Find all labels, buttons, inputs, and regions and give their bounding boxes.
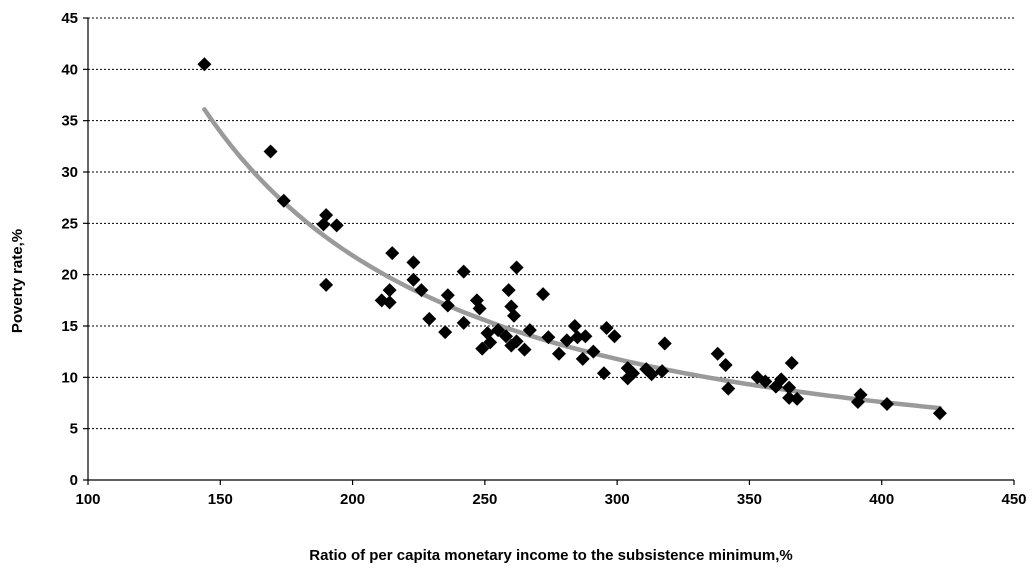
data-points bbox=[197, 57, 947, 421]
data-point bbox=[456, 315, 471, 330]
data-point bbox=[578, 329, 593, 344]
x-tick-label: 100 bbox=[75, 491, 100, 508]
data-point bbox=[440, 298, 455, 313]
data-point bbox=[499, 329, 514, 344]
x-tick-label: 400 bbox=[869, 491, 894, 508]
data-point bbox=[456, 264, 471, 279]
data-point bbox=[276, 193, 291, 208]
y-tick-label: 25 bbox=[61, 215, 78, 232]
x-tick-label: 350 bbox=[737, 491, 762, 508]
y-tick-label: 40 bbox=[61, 61, 78, 78]
data-point bbox=[932, 406, 947, 421]
data-point bbox=[422, 311, 437, 326]
data-point bbox=[758, 374, 773, 389]
data-point bbox=[475, 341, 490, 356]
data-point bbox=[509, 334, 524, 349]
x-tick-label: 150 bbox=[208, 491, 233, 508]
data-point bbox=[483, 335, 498, 350]
data-point bbox=[575, 351, 590, 366]
y-tick-label: 30 bbox=[61, 164, 78, 181]
data-point bbox=[414, 283, 429, 298]
data-point bbox=[626, 366, 641, 381]
data-point bbox=[316, 217, 331, 232]
data-point bbox=[644, 367, 659, 382]
y-tick-label: 10 bbox=[61, 369, 78, 386]
data-point bbox=[596, 366, 611, 381]
data-point bbox=[718, 358, 733, 373]
data-point bbox=[710, 346, 725, 361]
data-point bbox=[721, 381, 736, 396]
y-tick-label: 45 bbox=[61, 10, 78, 27]
data-point bbox=[501, 283, 516, 298]
data-point bbox=[406, 255, 421, 270]
data-point bbox=[491, 323, 506, 338]
data-point bbox=[319, 277, 334, 292]
data-point bbox=[329, 218, 344, 233]
x-tick-label: 200 bbox=[340, 491, 365, 508]
data-point bbox=[657, 336, 672, 351]
data-point bbox=[551, 346, 566, 361]
data-point bbox=[406, 272, 421, 287]
data-point bbox=[472, 301, 487, 316]
x-tick-label: 300 bbox=[605, 491, 630, 508]
data-point bbox=[774, 372, 789, 387]
data-point bbox=[506, 308, 521, 323]
gridlines bbox=[88, 17, 1014, 430]
data-point bbox=[197, 57, 212, 72]
data-point bbox=[517, 342, 532, 357]
data-point bbox=[541, 330, 556, 345]
data-point bbox=[607, 329, 622, 344]
data-point bbox=[655, 364, 670, 379]
data-point bbox=[586, 344, 601, 359]
x-axis-ticks: 100 150 200 250 300 350 400 450 bbox=[75, 480, 1027, 508]
data-point bbox=[382, 295, 397, 310]
data-point bbox=[438, 325, 453, 340]
data-point bbox=[440, 288, 455, 303]
y-tick-label: 5 bbox=[70, 421, 78, 438]
y-tick-label: 35 bbox=[61, 113, 78, 130]
data-point bbox=[509, 260, 524, 275]
y-axis-ticks: 0 5 10 15 20 25 30 35 40 45 bbox=[61, 10, 88, 489]
trendline bbox=[202, 107, 943, 411]
data-point bbox=[784, 355, 799, 370]
data-point bbox=[782, 380, 797, 395]
data-point bbox=[382, 283, 397, 298]
data-point bbox=[880, 397, 895, 412]
data-point bbox=[263, 144, 278, 159]
data-point bbox=[536, 287, 551, 302]
x-tick-label: 450 bbox=[1001, 491, 1026, 508]
data-point bbox=[385, 246, 400, 261]
data-point bbox=[790, 391, 805, 406]
y-tick-label: 20 bbox=[61, 267, 78, 284]
y-tick-label: 0 bbox=[70, 472, 78, 489]
y-axis-title: Poverty rate,% bbox=[9, 229, 26, 333]
data-point bbox=[559, 333, 574, 348]
data-point bbox=[522, 323, 537, 338]
y-tick-label: 15 bbox=[61, 318, 78, 335]
x-axis-title: Ratio of per capita monetary income to t… bbox=[309, 547, 792, 564]
x-tick-label: 250 bbox=[472, 491, 497, 508]
data-point bbox=[599, 321, 614, 336]
data-point bbox=[567, 319, 582, 333]
data-point bbox=[853, 387, 868, 402]
